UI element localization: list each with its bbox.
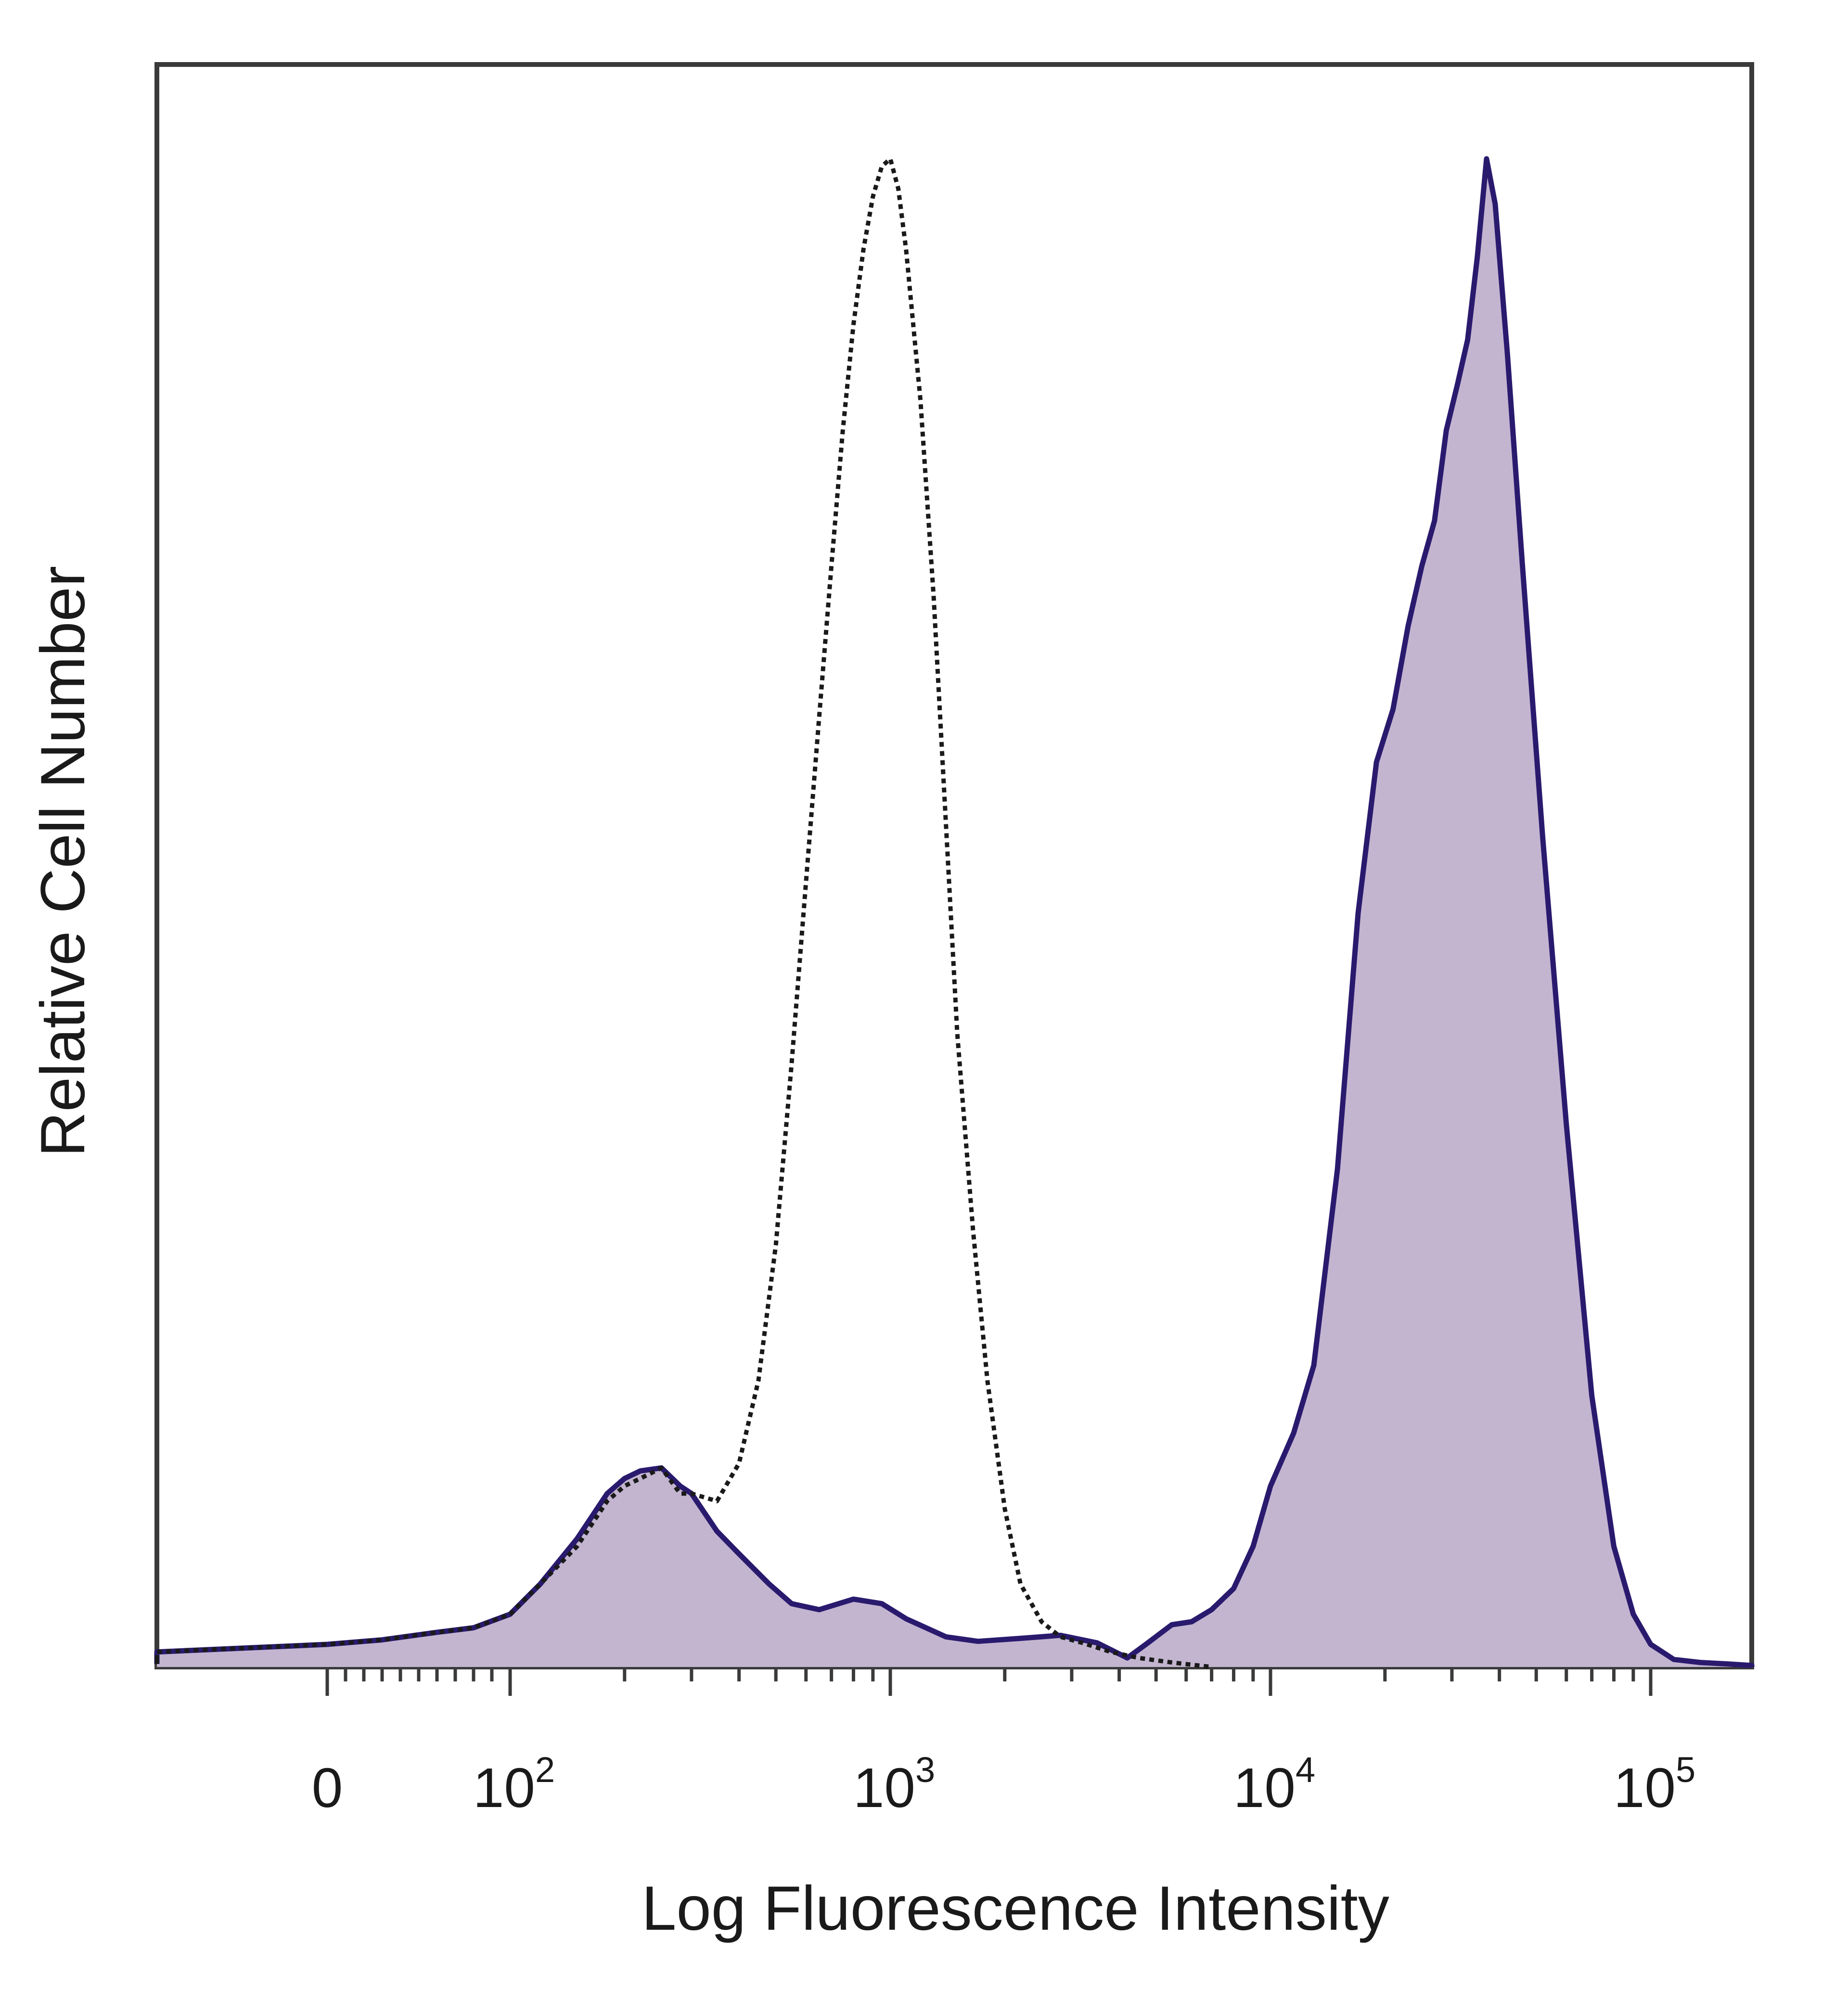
x-tick-label: 102 [473,1750,555,1819]
x-tick-label: 104 [1233,1750,1315,1819]
series-layer [154,156,1755,1669]
x-tick-label: 0 [312,1756,343,1819]
stained-histogram-fill [157,159,1752,1667]
x-axis-ticks [325,1667,1653,1696]
x-axis-title: Log Fluorescence Intensity [642,1873,1389,1943]
x-tick-label: 103 [853,1750,935,1819]
control-histogram-line [154,156,1212,1669]
x-axis-tick-labels: 0 102 103 104 105 [312,1750,1695,1819]
y-axis-title: Relative Cell Number [27,566,98,1157]
stained-histogram-line [154,156,1755,1668]
x-tick-label: 105 [1614,1750,1695,1819]
